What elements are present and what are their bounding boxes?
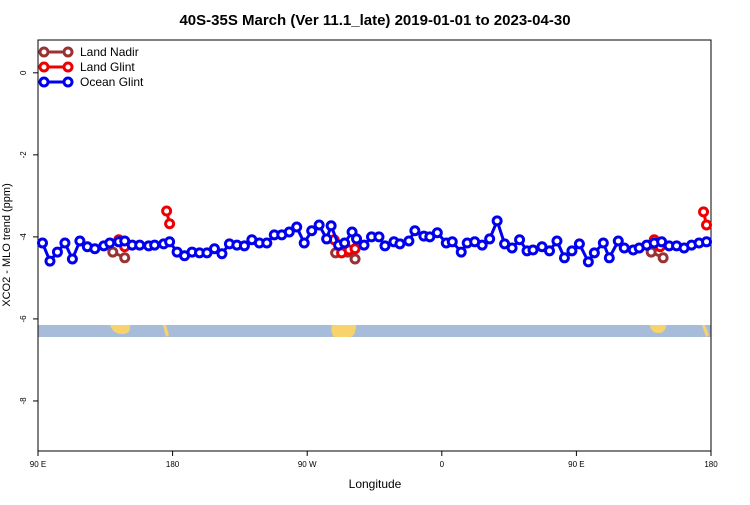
x-tick-label: 90 E bbox=[568, 460, 584, 469]
series bbox=[36, 215, 713, 268]
marker bbox=[543, 245, 555, 257]
marker bbox=[431, 227, 443, 239]
x-tick-label: 90 E bbox=[30, 460, 46, 469]
chart-title: 40S-35S March (Ver 11.1_late) 2019-01-01… bbox=[179, 12, 570, 29]
marker bbox=[208, 243, 220, 255]
y-axis-label: XCO2 - MLO trend (ppm) bbox=[1, 183, 13, 306]
marker bbox=[119, 252, 131, 264]
marker bbox=[164, 236, 176, 248]
marker bbox=[573, 238, 585, 250]
map-strip bbox=[38, 325, 711, 337]
marker bbox=[44, 255, 56, 267]
marker bbox=[358, 239, 370, 251]
marker bbox=[701, 236, 713, 248]
land-blob bbox=[331, 325, 356, 337]
marker bbox=[325, 220, 337, 232]
x-axis-label: Longitude bbox=[349, 477, 402, 491]
marker bbox=[484, 233, 496, 245]
marker bbox=[403, 235, 415, 247]
marker bbox=[349, 253, 361, 265]
legend-marker bbox=[62, 46, 74, 58]
marker bbox=[134, 239, 146, 251]
marker bbox=[261, 237, 273, 249]
marker bbox=[558, 252, 570, 264]
y-tick-label: -2 bbox=[19, 151, 28, 159]
marker bbox=[238, 240, 250, 252]
ocean-strip bbox=[38, 325, 711, 337]
marker bbox=[698, 206, 710, 218]
land-blob bbox=[163, 325, 169, 337]
marker bbox=[216, 248, 228, 260]
marker bbox=[506, 242, 518, 254]
marker bbox=[66, 253, 78, 265]
marker bbox=[455, 246, 467, 258]
marker bbox=[657, 252, 669, 264]
marker bbox=[379, 240, 391, 252]
marker bbox=[339, 237, 351, 249]
marker bbox=[603, 252, 615, 264]
marker bbox=[89, 243, 101, 255]
x-tick-label: 180 bbox=[166, 460, 180, 469]
marker bbox=[313, 219, 325, 231]
marker bbox=[618, 242, 630, 254]
marker bbox=[107, 246, 119, 258]
marker bbox=[588, 247, 600, 259]
marker bbox=[291, 221, 303, 233]
marker bbox=[701, 219, 713, 231]
marker bbox=[446, 236, 458, 248]
marker bbox=[59, 237, 71, 249]
marker bbox=[373, 231, 385, 243]
legend-label: Land Nadir bbox=[80, 45, 139, 59]
legend-label: Land Glint bbox=[80, 60, 135, 74]
marker bbox=[298, 237, 310, 249]
marker bbox=[283, 226, 295, 238]
marker bbox=[566, 245, 578, 257]
y-tick-label: 0 bbox=[19, 70, 28, 75]
marker bbox=[551, 235, 563, 247]
x-tick-label: 0 bbox=[440, 460, 445, 469]
marker bbox=[514, 234, 526, 246]
marker bbox=[306, 225, 318, 237]
marker bbox=[394, 238, 406, 250]
y-tick-label: -4 bbox=[19, 233, 28, 241]
legend-marker bbox=[38, 61, 50, 73]
legend-marker bbox=[62, 76, 74, 88]
marker bbox=[491, 215, 503, 227]
marker bbox=[349, 243, 361, 255]
marker bbox=[164, 218, 176, 230]
marker bbox=[74, 235, 86, 247]
marker bbox=[321, 233, 333, 245]
land-blob bbox=[702, 325, 709, 337]
marker bbox=[104, 237, 116, 249]
marker bbox=[51, 246, 63, 258]
marker bbox=[597, 237, 609, 249]
x-tick-label: 180 bbox=[704, 460, 718, 469]
marker bbox=[582, 256, 594, 268]
legend-label: Ocean Glint bbox=[80, 75, 144, 89]
marker bbox=[161, 205, 173, 217]
land-blob bbox=[650, 325, 666, 333]
legend-marker bbox=[38, 76, 50, 88]
marker bbox=[36, 237, 48, 249]
marker bbox=[612, 235, 624, 247]
legend-marker bbox=[62, 61, 74, 73]
y-tick-label: -8 bbox=[19, 397, 28, 405]
land-blob bbox=[110, 325, 130, 334]
x-tick-label: 90 W bbox=[298, 460, 317, 469]
legend-marker bbox=[38, 46, 50, 58]
marker bbox=[527, 244, 539, 256]
marker bbox=[149, 239, 161, 251]
marker bbox=[351, 233, 363, 245]
y-tick-label: -6 bbox=[19, 315, 28, 323]
marker bbox=[476, 239, 488, 251]
marker bbox=[409, 225, 421, 237]
